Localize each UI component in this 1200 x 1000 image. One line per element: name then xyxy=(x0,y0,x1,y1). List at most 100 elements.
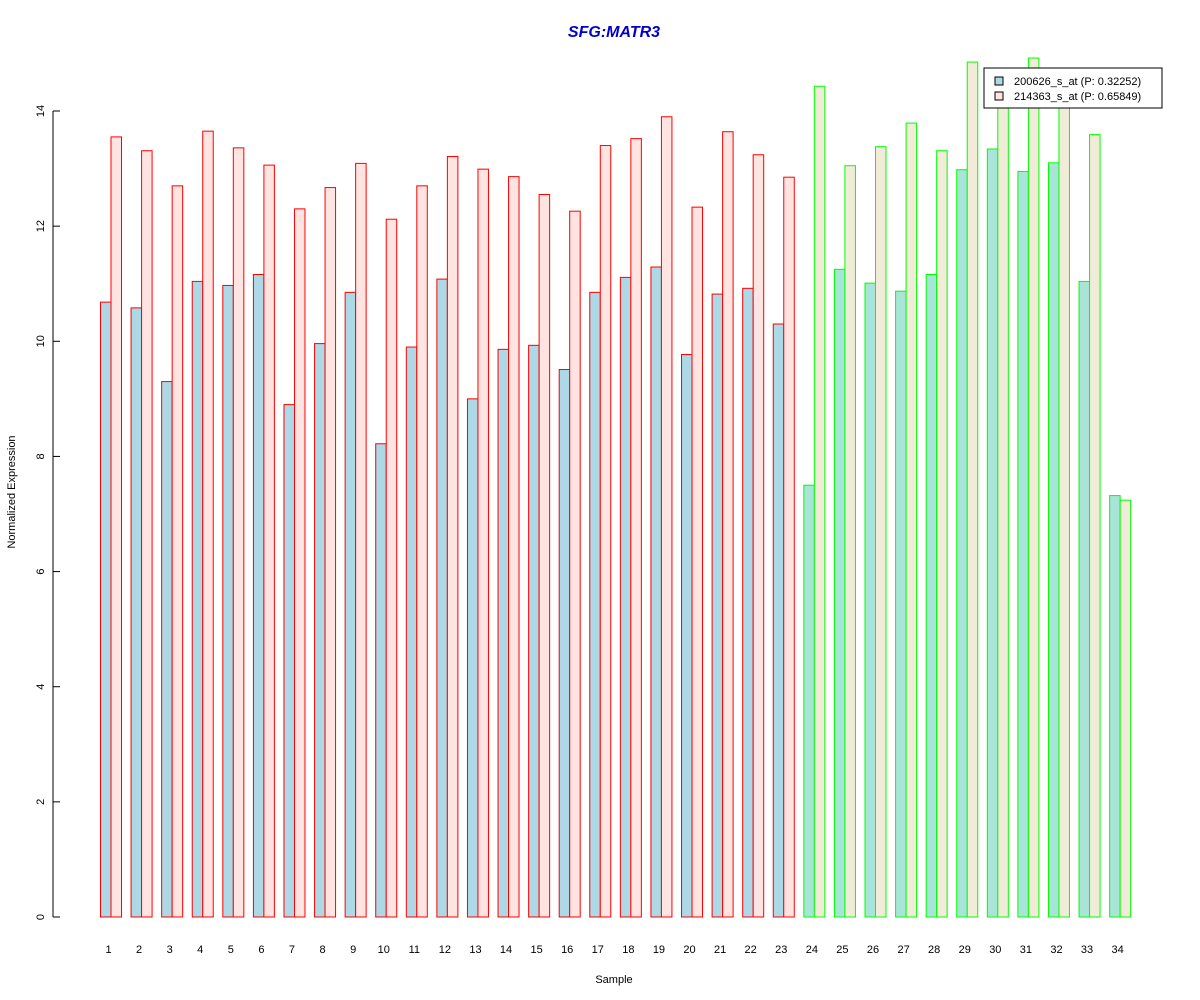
x-tick-label: 29 xyxy=(959,944,971,956)
bar-sample-21-series-1 xyxy=(711,293,724,918)
x-tick-label: 25 xyxy=(836,944,848,956)
x-tick-label: 7 xyxy=(289,944,295,956)
bar-sample-3-series-2 xyxy=(171,185,184,918)
bar-sample-19-series-2 xyxy=(660,116,673,918)
x-tick-label: 14 xyxy=(500,944,512,956)
x-tick-label: 27 xyxy=(897,944,909,956)
bar-sample-7-series-2 xyxy=(293,208,306,918)
bar-sample-24-series-2 xyxy=(813,85,826,918)
y-axis: 0 2 4 6 8 10 12 14 xyxy=(35,105,60,920)
x-tick-label: 15 xyxy=(530,944,542,956)
bar-sample-5-series-1 xyxy=(222,284,234,918)
bar-sample-23-series-1 xyxy=(772,323,785,918)
x-tick-label: 9 xyxy=(350,944,356,956)
bar-sample-8-series-2 xyxy=(324,187,337,918)
bar-sample-13-series-2 xyxy=(477,168,489,918)
bar-sample-6-series-1 xyxy=(252,274,265,918)
x-tick-label: 11 xyxy=(409,944,420,956)
x-tick-label: 4 xyxy=(197,944,203,956)
bar-sample-31-series-1 xyxy=(1017,170,1029,918)
bar-sample-14-series-1 xyxy=(497,348,510,918)
x-tick-label: 26 xyxy=(867,944,879,956)
bar-sample-22-series-1 xyxy=(742,287,754,918)
legend: 200626_s_at (P: 0.32252) 214363_s_at (P:… xyxy=(983,67,1163,109)
bar-sample-18-series-2 xyxy=(630,138,642,918)
y-tick-label: 2 xyxy=(35,799,47,805)
bar-sample-8-series-1 xyxy=(314,343,326,918)
bar-sample-27-series-2 xyxy=(905,122,918,918)
bar-sample-11-series-1 xyxy=(405,346,418,918)
bar-sample-7-series-1 xyxy=(283,404,295,918)
bar-sample-2-series-1 xyxy=(130,307,143,918)
bar-sample-30-series-2 xyxy=(997,93,1009,918)
bar-sample-29-series-1 xyxy=(956,169,968,918)
bar-sample-17-series-1 xyxy=(589,291,601,918)
x-tick-label: 6 xyxy=(258,944,264,956)
bar-sample-5-series-2 xyxy=(232,147,245,918)
bar-sample-10-series-1 xyxy=(375,443,387,918)
bar-sample-31-series-2 xyxy=(1027,57,1040,918)
legend-label-series-1: 200626_s_at (P: 0.32252) xyxy=(1014,76,1141,88)
bar-sample-19-series-1 xyxy=(650,266,662,918)
x-tick-label: 3 xyxy=(167,944,173,956)
y-tick-label: 6 xyxy=(35,569,47,575)
y-tick-label: 10 xyxy=(35,335,47,347)
bar-sample-25-series-1 xyxy=(833,268,846,918)
bar-sample-1-series-1 xyxy=(100,301,112,918)
x-tick-label: 30 xyxy=(989,944,1001,956)
x-tick-label: 5 xyxy=(228,944,234,956)
bar-sample-20-series-1 xyxy=(681,354,693,918)
bar-sample-28-series-1 xyxy=(925,274,938,918)
y-tick-label: 4 xyxy=(35,684,47,690)
bar-sample-14-series-2 xyxy=(508,176,520,918)
x-tick-label: 19 xyxy=(653,944,665,956)
bar-sample-4-series-2 xyxy=(202,130,214,918)
bars xyxy=(100,57,1132,918)
x-tick-label: 12 xyxy=(439,944,451,956)
x-tick-label: 1 xyxy=(105,944,111,956)
bar-sample-20-series-2 xyxy=(691,206,704,918)
bar-sample-15-series-1 xyxy=(528,344,540,918)
bar-sample-25-series-2 xyxy=(844,165,856,918)
bar-sample-34-series-2 xyxy=(1119,499,1132,918)
bar-sample-12-series-1 xyxy=(436,278,448,918)
bar-sample-23-series-2 xyxy=(783,176,795,918)
bar-sample-21-series-2 xyxy=(722,131,734,918)
x-axis-label: Sample xyxy=(595,974,632,986)
bar-sample-16-series-2 xyxy=(569,210,581,918)
x-tick-label: 21 xyxy=(714,944,726,956)
bar-sample-24-series-1 xyxy=(803,484,815,918)
x-tick-label: 34 xyxy=(1112,944,1124,956)
bar-sample-16-series-1 xyxy=(558,368,571,918)
bar-sample-32-series-1 xyxy=(1047,162,1060,918)
bar-sample-22-series-2 xyxy=(752,154,765,918)
bar-sample-15-series-2 xyxy=(538,193,551,918)
bar-sample-17-series-2 xyxy=(599,145,612,918)
bar-sample-13-series-1 xyxy=(466,398,479,918)
bar-sample-29-series-2 xyxy=(966,61,979,918)
bar-sample-32-series-2 xyxy=(1058,87,1070,918)
y-tick-label: 14 xyxy=(35,105,47,117)
y-tick-label: 0 xyxy=(35,914,47,920)
bar-sample-1-series-2 xyxy=(110,136,122,918)
x-tick-label: 2 xyxy=(136,944,142,956)
x-tick-label: 22 xyxy=(745,944,757,956)
x-axis-tick-labels: 1 2 3 4 5 6 7 8 9 10 11 12 13 14 15 16 17 18 19 20 21 22 23 24 2… xyxy=(105,944,1123,956)
bar-sample-34-series-1 xyxy=(1109,495,1121,918)
bar-sample-26-series-1 xyxy=(864,282,876,918)
legend-label-series-2: 214363_s_at (P: 0.65849) xyxy=(1014,91,1141,103)
legend-box xyxy=(983,67,1163,109)
bar-sample-33-series-1 xyxy=(1078,280,1091,918)
x-tick-label: 20 xyxy=(683,944,695,956)
bar-sample-28-series-2 xyxy=(936,150,948,918)
x-tick-label: 23 xyxy=(775,944,787,956)
bar-sample-6-series-2 xyxy=(263,164,275,918)
x-tick-label: 28 xyxy=(928,944,940,956)
x-tick-label: 18 xyxy=(622,944,634,956)
bar-sample-18-series-1 xyxy=(619,276,632,918)
x-tick-label: 24 xyxy=(806,944,818,956)
x-tick-label: 10 xyxy=(378,944,390,956)
bar-sample-27-series-1 xyxy=(895,290,907,918)
y-tick-label: 12 xyxy=(35,220,47,232)
